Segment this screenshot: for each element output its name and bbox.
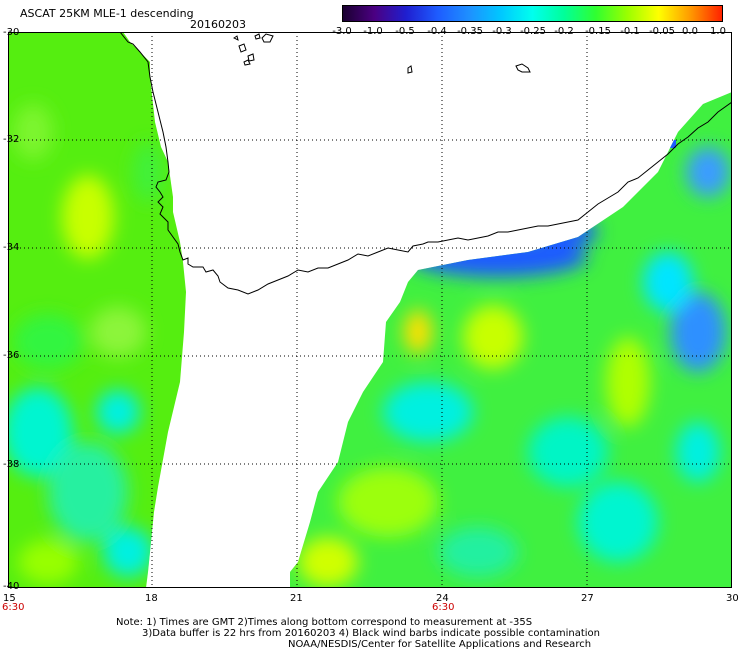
map-frame xyxy=(8,32,732,588)
colorbar-tick-label: 0.0 xyxy=(682,26,698,37)
y-tick-label: -34 xyxy=(3,242,20,253)
colorbar-tick-label: -0.35 xyxy=(457,26,483,37)
y-tick-label: -36 xyxy=(3,350,20,361)
y-tick-label: -40 xyxy=(3,581,20,592)
colorbar-tick-label: -3.0 xyxy=(332,26,352,37)
x-tick-label: 15 xyxy=(3,593,16,604)
note-line-1: Note: 1) Times are GMT 2)Times along bot… xyxy=(116,617,533,628)
colorbar-tick-label: -0.2 xyxy=(554,26,574,37)
y-tick-label: -38 xyxy=(3,459,20,470)
y-tick-label: -30 xyxy=(3,27,20,38)
x-tick-label: 24 xyxy=(436,593,449,604)
time-label: 6:30 xyxy=(2,602,25,613)
y-tick-label: -32 xyxy=(3,134,20,145)
colorbar-tick-label: -0.25 xyxy=(520,26,546,37)
x-tick-label: 30 xyxy=(726,593,739,604)
colorbar xyxy=(342,5,723,22)
wind-map xyxy=(8,32,732,588)
colorbar-tick-label: -0.15 xyxy=(585,26,611,37)
time-label: 6:30 xyxy=(432,602,455,613)
x-tick-label: 21 xyxy=(290,593,303,604)
colorbar-tick-label: 1.0 xyxy=(710,26,726,37)
colorbar-tick-label: -0.05 xyxy=(649,26,675,37)
note-line-3: NOAA/NESDIS/Center for Satellite Applica… xyxy=(288,639,592,650)
coastline xyxy=(119,32,732,295)
product-title: ASCAT 25KM MLE-1 descending xyxy=(20,7,194,20)
colorbar-tick-label: -1.0 xyxy=(363,26,383,37)
colorbar-tick-label: -0.1 xyxy=(620,26,640,37)
colorbar-tick-label: -0.5 xyxy=(395,26,415,37)
colorbar-tick-label: -0.4 xyxy=(427,26,447,37)
product-date: 20160203 xyxy=(190,18,246,31)
note-line-2: 3)Data buffer is 22 hrs from 20160203 4)… xyxy=(142,628,600,639)
x-tick-label: 27 xyxy=(581,593,594,604)
graticule xyxy=(8,32,732,588)
colorbar-tick-label: -0.3 xyxy=(492,26,512,37)
west-swath xyxy=(8,32,186,588)
x-tick-label: 18 xyxy=(145,593,158,604)
